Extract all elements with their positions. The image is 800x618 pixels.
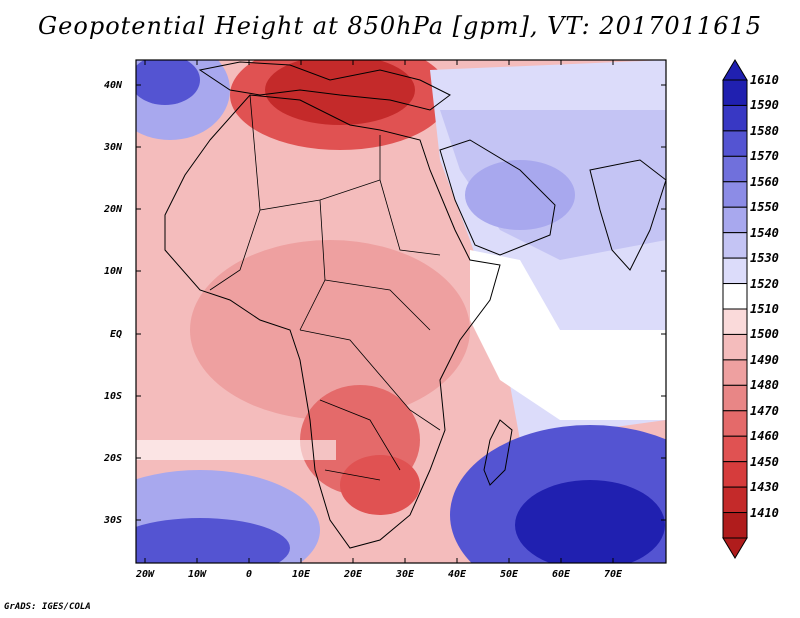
- lat-label-40n: 40N: [104, 80, 123, 91]
- colorbar-swatch-1510: [722, 308, 748, 335]
- lon-label-10e: 10E: [291, 569, 311, 580]
- lat-label-30n: 30N: [104, 142, 123, 153]
- grads-credit: GrADS: IGES/COLA: [4, 602, 91, 612]
- coastline-africa: [164, 94, 501, 549]
- colorbar-label-1450: 1450: [750, 454, 779, 469]
- colorbar-label-1460: 1460: [750, 429, 779, 444]
- colorbar-label-1550: 1550: [750, 200, 779, 215]
- colorbar-swatch-1590: [722, 104, 748, 132]
- coastline-arabia: [439, 139, 556, 256]
- colorbar-label-1570: 1570: [750, 149, 779, 164]
- lon-label-60e: 60E: [551, 569, 571, 580]
- colorbar: [722, 59, 748, 559]
- colorbar-swatch-1570: [722, 155, 748, 183]
- lat-label-20n: 20N: [104, 204, 123, 215]
- colorbar-label-1500: 1500: [750, 327, 779, 342]
- lon-label-40e: 40E: [447, 569, 467, 580]
- colorbar-swatch-1450: [722, 461, 748, 488]
- colorbar-swatch-1430: [722, 486, 748, 514]
- coastline-europe: [198, 61, 451, 111]
- colorbar-swatch-1540: [722, 232, 748, 259]
- coastline-india: [589, 159, 667, 271]
- colorbar-swatch-1610: [722, 79, 748, 106]
- lon-label-20w: 20W: [135, 569, 155, 580]
- lat-label-20s: 20S: [104, 453, 123, 464]
- colorbar-label-1610: 1610: [750, 73, 779, 87]
- map-title: Geopotential Height at 850hPa [gpm], VT:…: [38, 12, 762, 40]
- colorbar-swatch-1490: [722, 359, 748, 386]
- lon-label-70e: 70E: [603, 569, 623, 580]
- axis-ticks: [136, 60, 666, 563]
- lat-label-10n: 10N: [104, 266, 123, 277]
- colorbar-label-1560: 1560: [750, 174, 779, 189]
- colorbar-label-1470: 1470: [750, 403, 779, 418]
- colorbar-swatch-1520: [722, 283, 748, 310]
- lon-label-30e: 30E: [395, 569, 415, 580]
- colorbar-top-arrow: [722, 59, 748, 81]
- colorbar-swatch-1530: [722, 257, 748, 285]
- colorbar-label-1480: 1480: [750, 378, 779, 393]
- colorbar-swatch-1410: [722, 512, 748, 539]
- colorbar-label-1580: 1580: [750, 123, 779, 138]
- lat-label-30s: 30S: [104, 515, 123, 526]
- colorbar-label-1590: 1590: [750, 98, 779, 113]
- colorbar-swatch-1500: [722, 333, 748, 361]
- colorbar-swatch-1560: [722, 181, 748, 208]
- colorbar-segments: [722, 79, 748, 539]
- colorbar-label-1490: 1490: [750, 352, 779, 367]
- coastline-madagascar: [483, 419, 513, 486]
- colorbar-label-1530: 1530: [750, 251, 779, 266]
- lat-label-10s: 10S: [104, 391, 123, 402]
- colorbar-swatch-1470: [722, 410, 748, 437]
- lon-label-50e: 50E: [499, 569, 519, 580]
- colorbar-swatch-1550: [722, 206, 748, 234]
- lat-label-eq: EQ: [110, 329, 123, 340]
- colorbar-label-1540: 1540: [750, 225, 779, 240]
- lon-label-20e: 20E: [343, 569, 363, 580]
- colorbar-label-1430: 1430: [750, 480, 779, 495]
- colorbar-swatch-1480: [722, 384, 748, 412]
- colorbar-label-1520: 1520: [750, 276, 779, 291]
- contour-field: [136, 60, 666, 563]
- colorbar-bottom-arrow: [722, 537, 748, 559]
- colorbar-swatch-1580: [722, 130, 748, 157]
- colorbar-label-1410: 1410: [750, 505, 779, 520]
- plot-frame: [135, 59, 667, 564]
- lon-label-10w: 10W: [187, 569, 207, 580]
- colorbar-label-1510: 1510: [750, 302, 779, 316]
- colorbar-swatch-1460: [722, 435, 748, 463]
- lon-label-0: 0: [245, 569, 253, 580]
- country-borders: [209, 94, 441, 481]
